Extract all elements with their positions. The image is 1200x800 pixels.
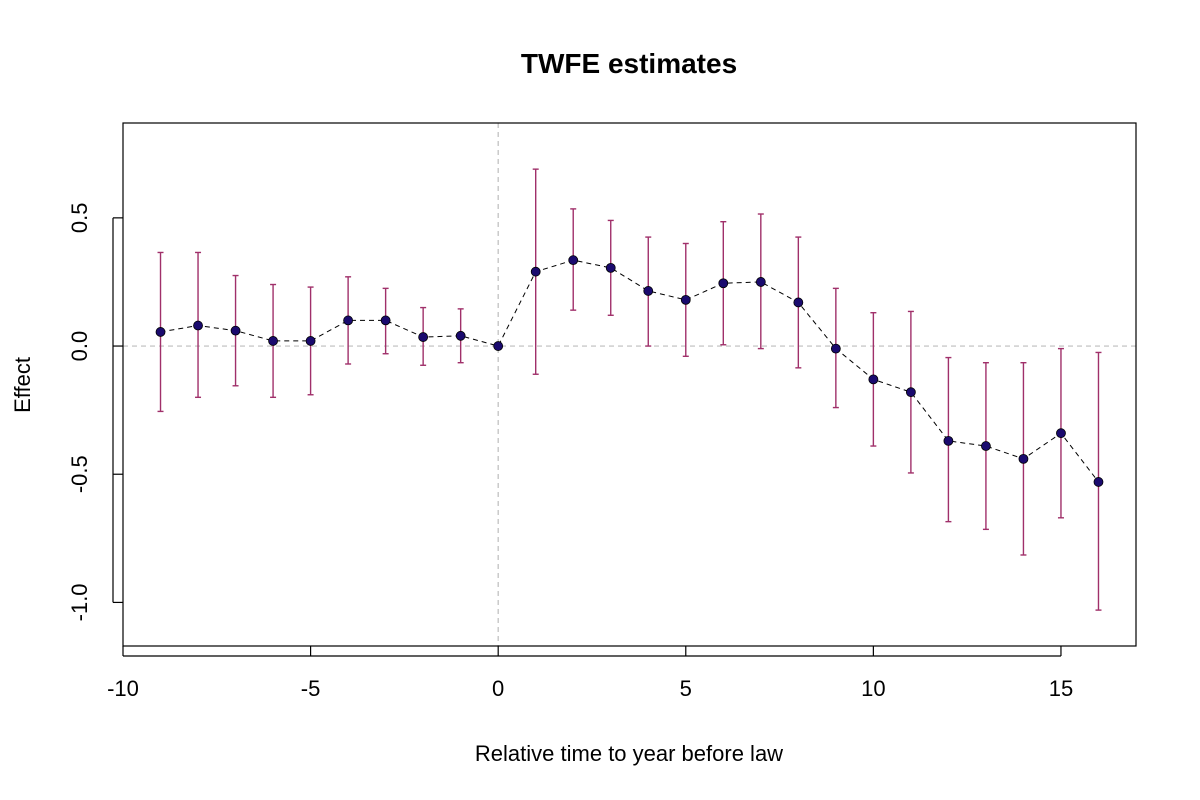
- y-tick-label: -1.0: [67, 583, 92, 621]
- chart-title: TWFE estimates: [521, 48, 737, 79]
- x-tick-label: 5: [680, 676, 692, 701]
- estimate-point: [568, 255, 579, 266]
- estimate-point: [343, 315, 354, 326]
- estimate-connecting-line: [160, 259, 1099, 483]
- y-tick-label: -0.5: [67, 455, 92, 493]
- y-tick-label: 0.5: [67, 203, 92, 234]
- estimate-point: [193, 320, 203, 331]
- x-tick-label: 15: [1049, 676, 1073, 701]
- estimate-point: [605, 262, 616, 273]
- plot-frame: [122, 122, 1137, 647]
- estimate-point: [718, 278, 729, 289]
- estimate-point: [305, 336, 316, 346]
- estimate-point: [418, 332, 429, 342]
- estimate-point: [230, 325, 241, 336]
- estimate-point: [680, 294, 691, 305]
- y-axis-label: Effect: [10, 357, 35, 413]
- x-tick-label: -10: [107, 676, 139, 701]
- estimate-point: [981, 441, 991, 451]
- estimate-point: [1056, 428, 1066, 439]
- estimate-point: [643, 286, 654, 296]
- estimate-point: [943, 436, 954, 446]
- estimate-point: [1093, 477, 1104, 487]
- estimate-point: [155, 327, 166, 337]
- plot-area: -10 -5 0 5 10 15 -1.0 -0.5 0.0 0.5: [67, 122, 1137, 701]
- estimate-point: [830, 343, 841, 354]
- estimate-point: [1018, 453, 1029, 464]
- estimate-point: [455, 330, 466, 341]
- estimate-point: [755, 277, 766, 287]
- estimate-point: [493, 341, 504, 351]
- x-tick-label: -5: [301, 676, 321, 701]
- x-tick-label: 10: [861, 676, 885, 701]
- x-axis-label: Relative time to year before law: [475, 741, 783, 766]
- estimate-point: [268, 336, 278, 346]
- estimate-point: [905, 387, 916, 398]
- x-tick-label: 0: [492, 676, 504, 701]
- estimate-point: [380, 315, 391, 326]
- estimate-point: [868, 374, 879, 385]
- estimate-point: [793, 297, 804, 308]
- estimate-point: [530, 266, 541, 277]
- y-tick-label: 0.0: [67, 331, 92, 362]
